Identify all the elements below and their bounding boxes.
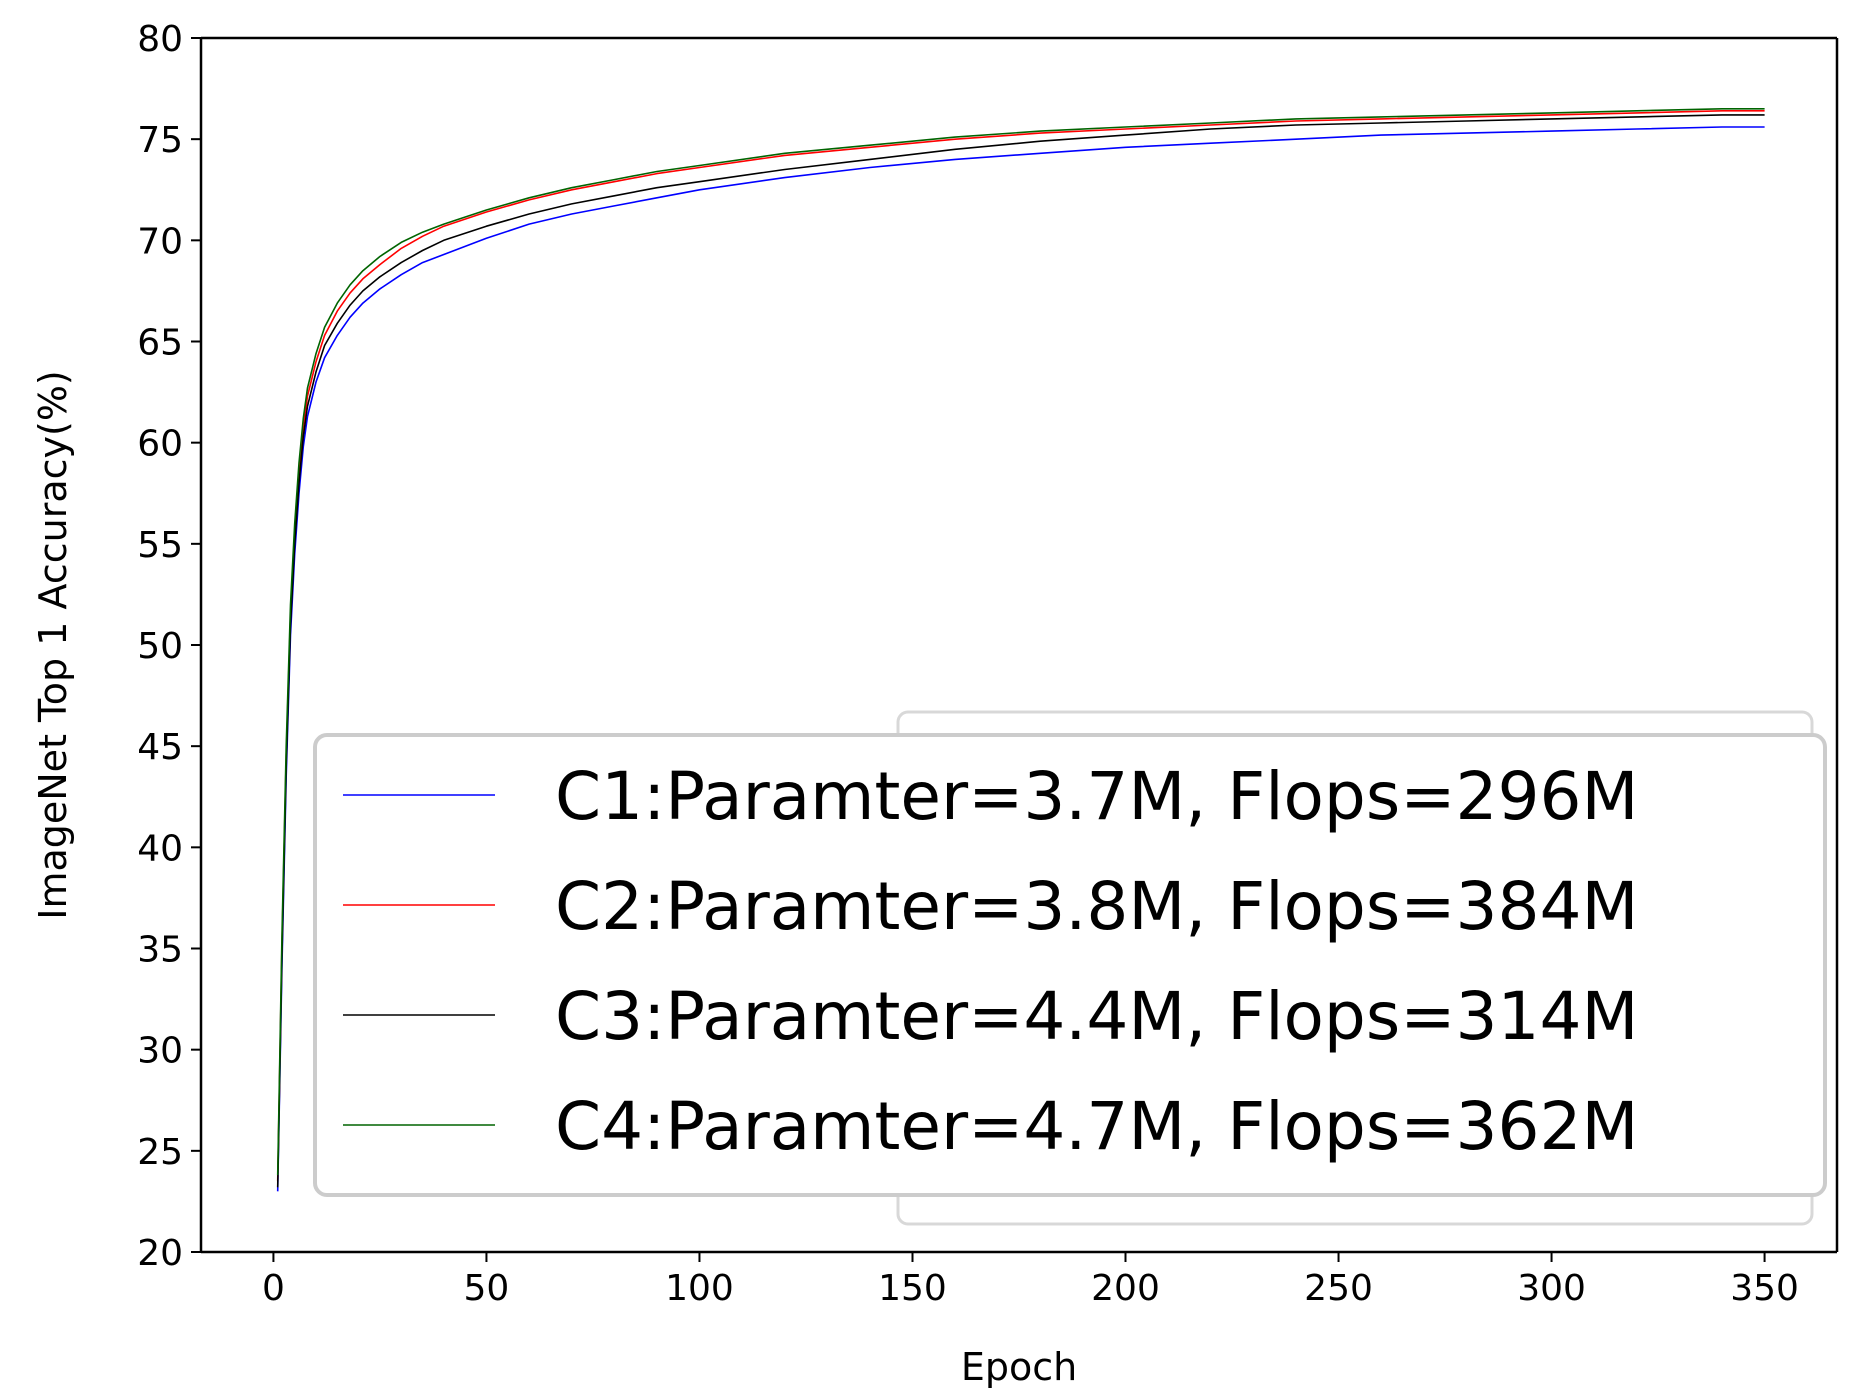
y-tick-label: 50 [137, 626, 183, 667]
series-line-c4 [276, 108, 1765, 1176]
series-line-c1 [276, 126, 1765, 1192]
y-tick-label: 60 [137, 424, 183, 465]
legend-entries: C1:Paramter=3.7M, Flops=296M C2:Paramter=… [343, 758, 1638, 1165]
legend-label-c4: C4:Paramter=4.7M, Flops=362M [555, 1088, 1638, 1165]
y-tick-label: 45 [137, 727, 183, 768]
y-ticks: 20 25 30 35 40 45 50 55 60 65 70 75 80 [137, 19, 201, 1274]
series-line-c2 [276, 110, 1765, 1182]
y-tick-label: 75 [137, 120, 183, 161]
y-tick-label: 20 [137, 1233, 183, 1274]
y-tick-label: 65 [137, 323, 183, 364]
legend: C1:Paramter=3.7M, Flops=296M C2:Paramter=… [313, 710, 1827, 1226]
x-tick-label: 250 [1304, 1268, 1373, 1309]
series-lines [276, 108, 1765, 1192]
y-tick-label: 25 [137, 1132, 183, 1173]
legend-label-c2: C2:Paramter=3.8M, Flops=384M [555, 868, 1638, 945]
x-tick-label: 350 [1730, 1268, 1799, 1309]
y-tick-label: 30 [137, 1031, 183, 1072]
legend-box [313, 733, 1827, 1197]
x-tick-label: 100 [665, 1268, 734, 1309]
legend-label-c3: C3:Paramter=4.4M, Flops=314M [555, 978, 1638, 1055]
x-ticks: 0 50 100 150 200 250 300 350 [262, 1252, 1799, 1309]
series-line-c3 [276, 114, 1765, 1188]
x-axis-label: Epoch [961, 1345, 1077, 1389]
x-tick-label: 200 [1091, 1268, 1160, 1309]
y-tick-label: 40 [137, 828, 183, 869]
y-tick-label: 55 [137, 525, 183, 566]
x-tick-label: 50 [464, 1268, 510, 1309]
legend-label-c1: C1:Paramter=3.7M, Flops=296M [555, 758, 1638, 835]
y-tick-label: 80 [137, 19, 183, 60]
x-tick-label: 0 [262, 1268, 285, 1309]
y-tick-label: 70 [137, 221, 183, 262]
x-tick-label: 150 [878, 1268, 947, 1309]
y-tick-label: 35 [137, 930, 183, 971]
y-axis-label: ImageNet Top 1 Accuracy(%) [31, 370, 75, 920]
x-tick-label: 300 [1517, 1268, 1586, 1309]
